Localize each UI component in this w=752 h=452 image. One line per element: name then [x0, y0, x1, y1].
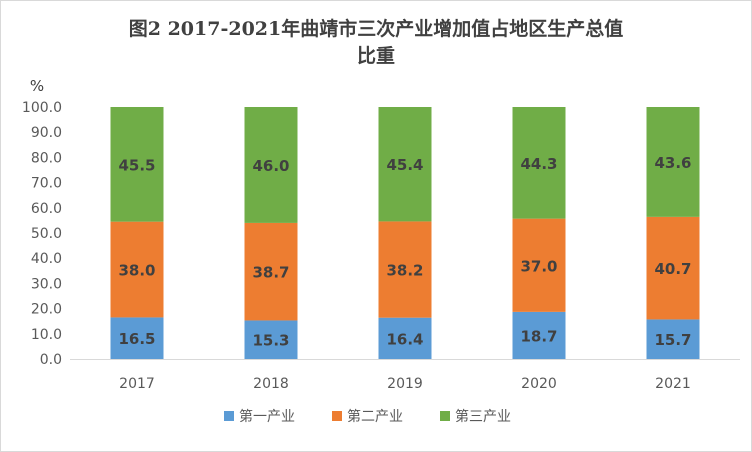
x-tick-label: 2018 — [253, 376, 289, 392]
bar-segment — [512, 107, 566, 219]
bar-segment — [646, 319, 700, 359]
data-label: 15.7 — [654, 331, 691, 349]
y-axis-unit-label: % — [30, 77, 44, 95]
data-label: 46.0 — [252, 157, 289, 175]
x-tick-label: 2019 — [387, 376, 423, 392]
data-label: 38.7 — [252, 264, 289, 282]
bar-segment — [512, 311, 566, 359]
data-label: 44.3 — [520, 155, 557, 173]
data-label: 37.0 — [520, 257, 557, 275]
y-tick-label: 40.0 — [31, 251, 62, 267]
data-label: 40.7 — [654, 260, 691, 278]
bar-segment — [244, 320, 298, 359]
y-tick-label: 70.0 — [31, 176, 62, 192]
y-tick-label: 20.0 — [31, 302, 62, 318]
legend-swatch — [440, 411, 450, 421]
data-label: 43.6 — [654, 154, 691, 172]
y-tick-label: 30.0 — [31, 276, 62, 292]
y-tick-label: 100.0 — [22, 100, 62, 116]
data-label: 45.5 — [118, 156, 155, 174]
x-tick-label: 2021 — [655, 376, 691, 392]
legend-label: 第三产业 — [455, 408, 511, 425]
bar-segment — [244, 107, 298, 223]
y-tick-label: 50.0 — [31, 226, 62, 242]
data-label: 45.4 — [386, 156, 423, 174]
legend-label: 第一产业 — [239, 408, 295, 425]
y-tick-label: 90.0 — [31, 125, 62, 141]
legend-swatch — [332, 411, 342, 421]
data-label: 15.3 — [252, 332, 289, 350]
x-tick-label: 2020 — [521, 376, 557, 392]
data-label: 38.0 — [118, 262, 155, 280]
data-label: 38.2 — [386, 262, 423, 280]
bar-segment — [378, 221, 432, 318]
bar-segment — [512, 218, 566, 312]
y-tick-label: 10.0 — [31, 327, 62, 343]
bar-segment — [646, 216, 700, 320]
chart-title-line-2: 比重 — [356, 45, 395, 67]
bar-segment — [110, 221, 164, 318]
bar-segment — [378, 317, 432, 359]
bar-segment — [378, 107, 432, 222]
legend-swatch — [224, 411, 234, 421]
bar-segment — [646, 107, 700, 217]
chart-title-line-1: 图2 2017-2021年曲靖市三次产业增加值占地区生产总值 — [128, 18, 624, 40]
x-tick-label: 2017 — [119, 376, 155, 392]
data-label: 16.4 — [386, 330, 423, 348]
y-tick-label: 60.0 — [31, 201, 62, 217]
bar-segment — [110, 107, 164, 222]
data-label: 16.5 — [118, 330, 155, 348]
y-tick-label: 0.0 — [40, 352, 62, 368]
data-label: 18.7 — [520, 327, 557, 345]
legend-label: 第二产业 — [347, 408, 403, 425]
bar-segment — [244, 222, 298, 321]
bar-segment — [110, 317, 164, 359]
y-tick-label: 80.0 — [31, 150, 62, 166]
